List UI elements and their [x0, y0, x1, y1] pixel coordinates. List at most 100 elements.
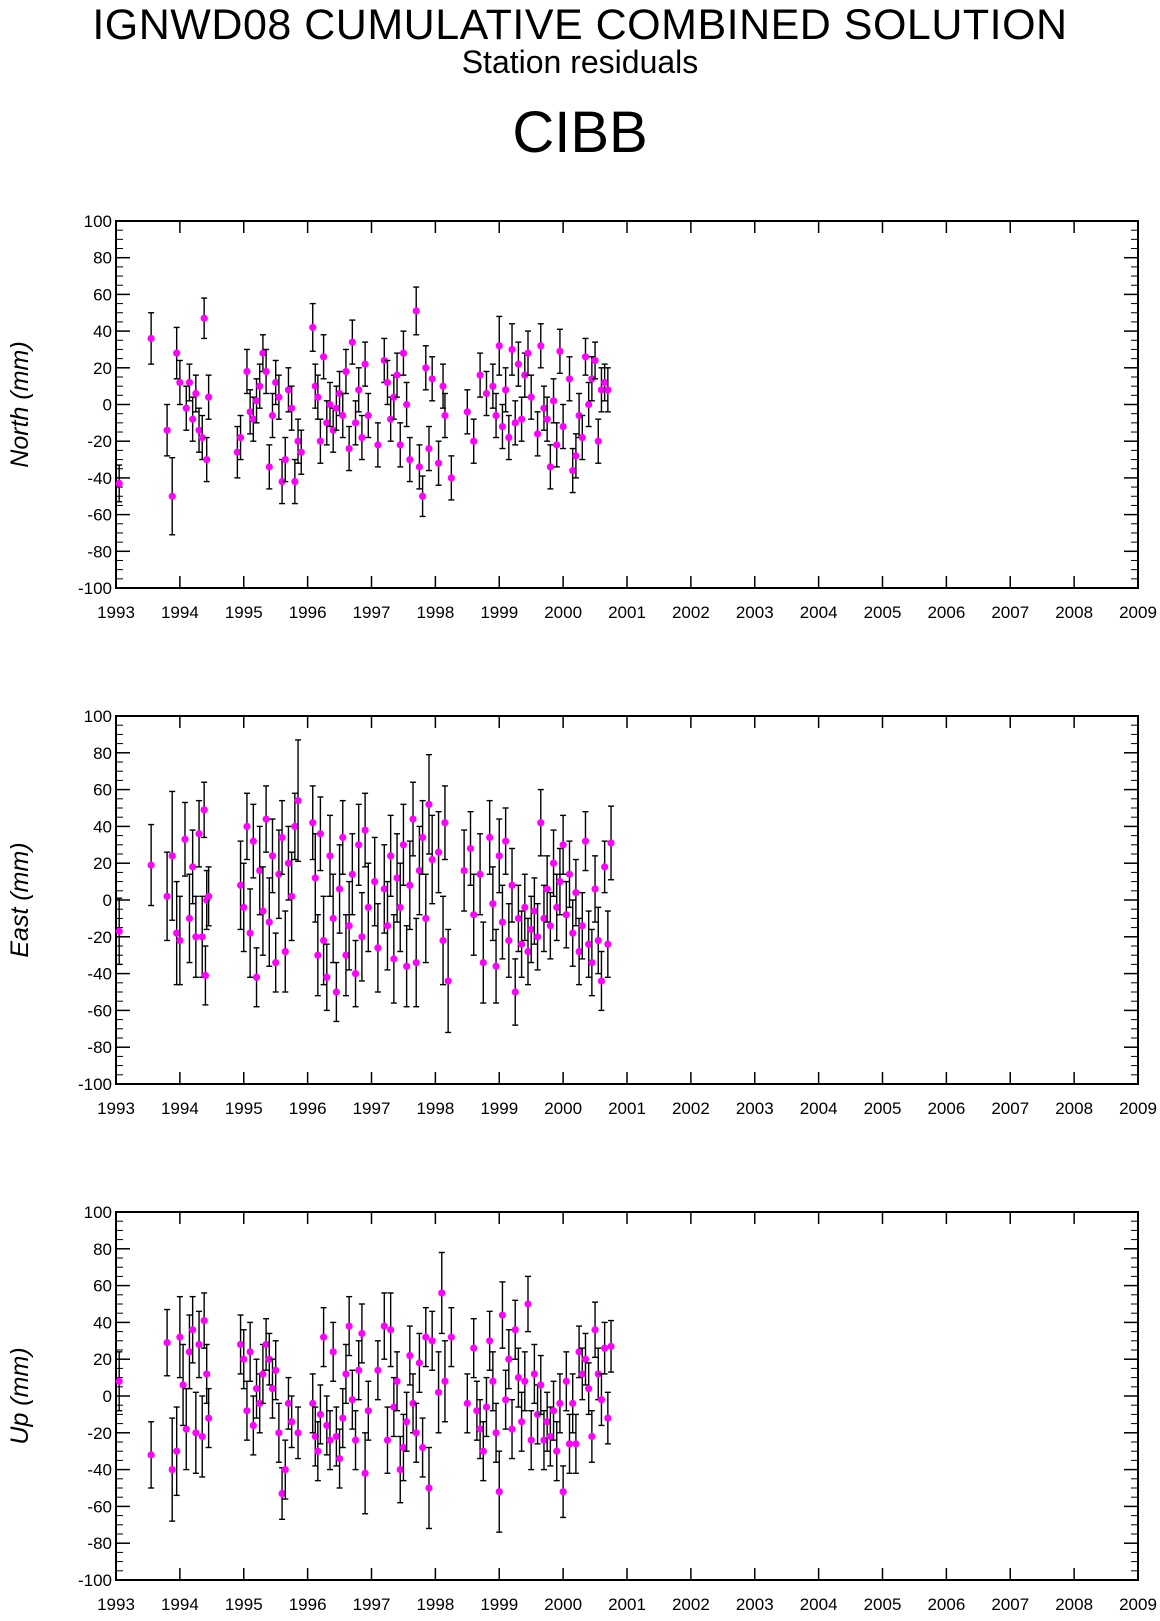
up-data-point: [489, 1377, 497, 1385]
east-data-point: [355, 841, 363, 849]
up-data-point: [575, 1348, 583, 1356]
up-x-tick-label: 2006: [927, 1595, 965, 1614]
east-data-point: [415, 866, 424, 875]
east-x-tick-label: 2003: [736, 1099, 774, 1118]
east-data-point: [486, 833, 494, 842]
up-x-tick-label: 2000: [544, 1595, 582, 1614]
north-data-point: [326, 400, 334, 409]
east-data-point: [601, 863, 609, 871]
east-data-point: [581, 837, 590, 845]
up-data-point: [329, 1348, 337, 1356]
east-data-point: [553, 903, 561, 911]
north-data-point: [518, 415, 526, 423]
east-x-tick-label: 2002: [672, 1099, 710, 1118]
east-data-point: [588, 958, 596, 967]
north-data-point: [192, 389, 200, 398]
north-y-tick-label: -40: [87, 469, 112, 488]
up-data-point: [604, 1414, 612, 1422]
up-data-point: [578, 1370, 586, 1378]
up-x-tick-label: 2007: [991, 1595, 1029, 1614]
east-data-point: [505, 936, 513, 945]
up-data-point: [268, 1385, 277, 1393]
east-x-tick-label: 2000: [544, 1099, 582, 1118]
up-data-point: [189, 1326, 197, 1334]
east-data-point: [403, 962, 411, 970]
north-data-point: [309, 323, 317, 332]
east-x-tick-label: 1999: [480, 1099, 518, 1118]
north-data-point: [537, 342, 545, 350]
north-x-tick-label: 2002: [672, 603, 710, 622]
up-x-tick-label: 2001: [608, 1595, 646, 1614]
north-data-point: [514, 360, 523, 368]
north-data-point: [434, 459, 443, 467]
up-data-point: [425, 1484, 433, 1492]
up-data-point: [543, 1418, 551, 1426]
up-data-point: [309, 1399, 317, 1407]
up-data-point: [511, 1326, 519, 1334]
north-x-tick-label: 2001: [608, 603, 646, 622]
north-x-tick-label: 1994: [161, 603, 199, 622]
up-data-point: [434, 1388, 443, 1396]
north-data-point: [268, 411, 277, 420]
east-data-point: [569, 929, 577, 937]
east-data-point: [530, 907, 538, 915]
north-data-point: [163, 426, 171, 434]
east-data-point: [316, 830, 324, 838]
north-y-tick-label: -60: [87, 506, 112, 525]
east-data-point: [492, 962, 500, 970]
north-data-point: [288, 404, 296, 412]
up-data-point: [553, 1447, 561, 1455]
east-data-point: [326, 852, 334, 860]
north-data-point: [236, 433, 245, 442]
east-data-point: [329, 914, 337, 923]
east-x-tick-label: 1994: [161, 1099, 199, 1118]
up-y-tick-label: 20: [93, 1350, 112, 1369]
north-data-point: [311, 382, 319, 390]
north-data-point: [540, 404, 548, 412]
up-data-point: [476, 1425, 484, 1433]
east-data-point: [419, 833, 427, 842]
east-data-point: [314, 951, 322, 959]
up-data-point: [533, 1410, 542, 1418]
north-data-point: [345, 444, 353, 453]
north-data-point: [147, 334, 155, 343]
east-data-point: [498, 918, 507, 926]
east-data-point: [374, 944, 382, 952]
north-data-point: [364, 411, 372, 420]
east-y-axis-label: East (mm): [6, 842, 34, 957]
up-data-point: [502, 1396, 510, 1404]
north-data-point: [533, 430, 542, 438]
up-data-point: [200, 1316, 208, 1325]
east-data-point: [508, 881, 516, 889]
north-x-tick-label: 1995: [225, 603, 263, 622]
up-x-tick-label: 1998: [416, 1595, 454, 1614]
east-data-point: [383, 922, 392, 930]
east-x-tick-label: 1997: [353, 1099, 391, 1118]
east-data-point: [195, 830, 203, 838]
east-x-tick-label: 1998: [416, 1099, 454, 1118]
up-data-point: [591, 1326, 599, 1334]
north-data-point: [597, 386, 606, 394]
up-data-point: [203, 1370, 211, 1378]
north-data-point: [115, 479, 123, 488]
up-data-point: [505, 1355, 513, 1363]
east-y-tick-label: 100: [84, 707, 112, 726]
up-data-point: [406, 1351, 414, 1360]
north-x-tick-label: 1996: [289, 603, 327, 622]
east-data-point: [309, 819, 317, 827]
east-data-point: [345, 922, 353, 930]
station-name: CIBB: [512, 100, 648, 165]
north-x-tick-label: 2007: [991, 603, 1029, 622]
east-data-point: [249, 837, 257, 845]
up-data-point: [559, 1488, 567, 1496]
up-data-point: [256, 1399, 264, 1407]
north-data-point: [176, 378, 184, 387]
north-data-point: [495, 342, 503, 350]
north-data-point: [351, 419, 360, 427]
north-data-point: [556, 347, 564, 355]
east-data-point: [393, 874, 401, 882]
up-data-point: [537, 1381, 545, 1389]
up-data-point: [549, 1407, 558, 1415]
east-data-point: [256, 866, 264, 875]
east-data-point: [434, 848, 443, 856]
